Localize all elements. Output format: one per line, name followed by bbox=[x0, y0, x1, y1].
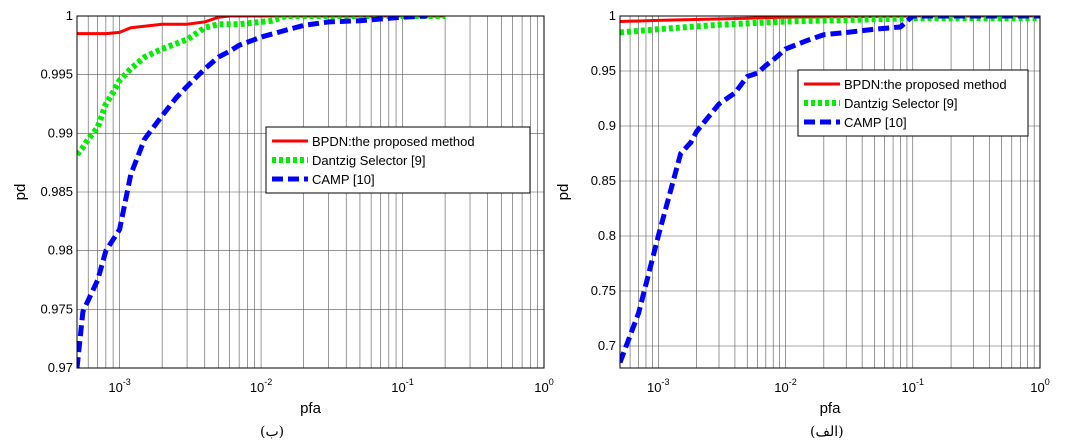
x-axis-label: pfa bbox=[820, 400, 842, 417]
legend-label-2: CAMP [10] bbox=[844, 115, 907, 130]
x-tick-exponent: -2 bbox=[789, 377, 797, 387]
x-tick-base: 10 bbox=[108, 380, 122, 395]
y-tick-label: 0.95 bbox=[591, 63, 616, 78]
x-tick-exponent: -1 bbox=[406, 377, 414, 387]
x-tick-exponent: -3 bbox=[123, 377, 131, 387]
x-tick-label: 10-3 bbox=[647, 377, 669, 395]
chart-caption-b: (ب) bbox=[260, 424, 285, 440]
x-tick-base: 10 bbox=[391, 380, 405, 395]
x-tick-label: 100 bbox=[534, 377, 553, 395]
x-tick-base: 10 bbox=[647, 380, 661, 395]
x-tick-label: 10-1 bbox=[391, 377, 413, 395]
y-tick-label: 0.985 bbox=[40, 184, 73, 199]
legend: BPDN:the proposed method Dantzig Selector… bbox=[797, 69, 1029, 137]
x-tick-label: 10-2 bbox=[250, 377, 272, 395]
legend-box bbox=[797, 69, 1029, 137]
series-line-1 bbox=[77, 16, 446, 157]
legend: BPDN:the proposed method Dantzig Selector… bbox=[265, 126, 531, 194]
legend-label-2: CAMP [10] bbox=[312, 172, 375, 187]
axes-box bbox=[619, 15, 1041, 369]
y-tick-label: 0.975 bbox=[40, 301, 73, 316]
y-tick-label: 0.97 bbox=[48, 360, 73, 375]
legend-label-1: Dantzig Selector [9] bbox=[312, 153, 425, 168]
y-tick-label: 0.8 bbox=[598, 228, 616, 243]
series-line-2 bbox=[77, 16, 428, 368]
y-tick-label: 0.7 bbox=[598, 338, 616, 353]
y-tick-label: 0.99 bbox=[48, 125, 73, 140]
x-tick-label: 10-1 bbox=[902, 377, 924, 395]
x-tick-label: 100 bbox=[1030, 377, 1049, 395]
x-tick-label: 10-3 bbox=[108, 377, 130, 395]
legend-label-0: BPDN:the proposed method bbox=[844, 77, 1007, 92]
series-line-1 bbox=[620, 16, 1040, 36]
legend-label-1: Dantzig Selector [9] bbox=[844, 96, 957, 111]
x-tick-exponent: 0 bbox=[549, 377, 554, 387]
x-tick-base: 10 bbox=[250, 380, 264, 395]
chart-caption-alef: (الف) bbox=[810, 424, 844, 440]
x-tick-base: 10 bbox=[534, 380, 548, 395]
y-tick-label: 1 bbox=[66, 8, 73, 23]
y-tick-label: 0.75 bbox=[591, 283, 616, 298]
legend-label-0: BPDN:the proposed method bbox=[312, 134, 475, 149]
series-line-2 bbox=[620, 16, 1040, 364]
y-tick-label: 0.9 bbox=[598, 118, 616, 133]
y-tick-label: 0.995 bbox=[40, 67, 73, 82]
plot-area bbox=[620, 16, 1040, 368]
x-tick-exponent: -3 bbox=[662, 377, 670, 387]
x-tick-label: 10-2 bbox=[774, 377, 796, 395]
series-line-0 bbox=[77, 16, 446, 36]
x-axis-label: pfa bbox=[300, 400, 322, 417]
y-tick-label: 0.85 bbox=[591, 173, 616, 188]
x-tick-exponent: -1 bbox=[916, 377, 924, 387]
x-tick-base: 10 bbox=[774, 380, 788, 395]
legend-box bbox=[265, 126, 531, 194]
y-tick-label: 0.98 bbox=[48, 243, 73, 258]
y-axis-label: pd bbox=[555, 184, 572, 201]
x-tick-base: 10 bbox=[1030, 380, 1044, 395]
axes-box bbox=[76, 15, 545, 369]
x-tick-exponent: 0 bbox=[1045, 377, 1050, 387]
y-axis-label: pd bbox=[12, 184, 29, 201]
series-line-0 bbox=[620, 16, 1040, 23]
x-tick-base: 10 bbox=[902, 380, 916, 395]
x-tick-exponent: -2 bbox=[264, 377, 272, 387]
y-tick-label: 1 bbox=[609, 8, 616, 23]
